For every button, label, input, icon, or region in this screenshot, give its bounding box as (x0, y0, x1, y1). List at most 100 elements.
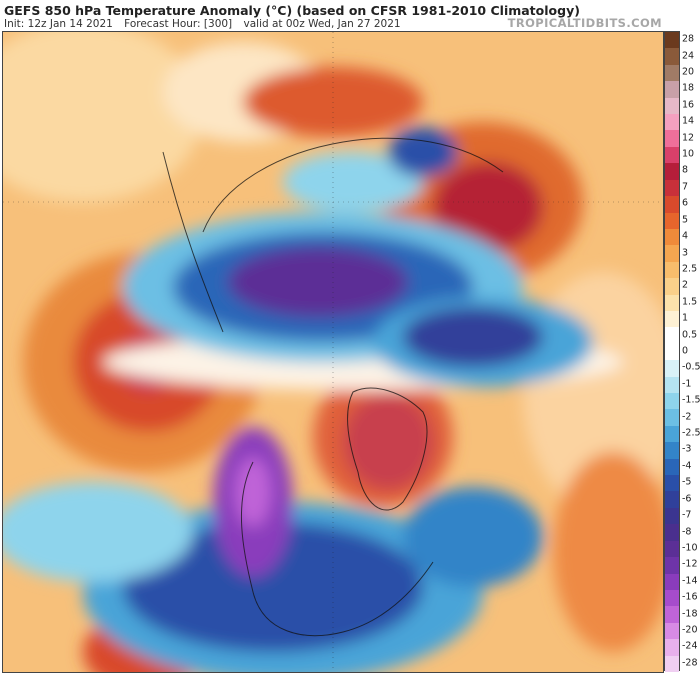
warm-anomaly-greenland (343, 394, 433, 490)
colorbar-segment (665, 294, 679, 312)
colorbar-segment (665, 442, 679, 460)
eurasia-arctic-coast (202, 137, 504, 233)
colorbar-label: -8 (682, 526, 692, 537)
forecast-hour: Forecast Hour: [300] (124, 18, 233, 30)
colorbar-label: 1 (682, 312, 689, 324)
colorbar-segment (665, 327, 679, 345)
init-time: Init: 12z Jan 14 2021 (4, 18, 113, 30)
colorbar-label: -18 (682, 608, 698, 620)
colorbar-label: 4 (682, 230, 689, 242)
map-header: GEFS 850 hPa Temperature Anomaly (°C) (b… (0, 0, 700, 32)
warm-anomaly-atlantic (553, 452, 663, 652)
colorbar-label: 1.5 (682, 296, 698, 308)
colorbar-segment (665, 114, 679, 131)
colorbar-segment (665, 409, 679, 427)
colorbar-segment (665, 475, 679, 492)
colorbar-label: -1.5 (682, 394, 700, 406)
colorbar-label: 10 (682, 148, 695, 160)
asia-pacific-coast (162, 151, 224, 333)
colorbar-segment (665, 573, 679, 591)
colorbar-label: -7 (682, 509, 692, 521)
colorbar-segment (665, 540, 679, 558)
colorbar-segment (665, 639, 679, 657)
colorbar-segment (665, 245, 679, 263)
light-warm-nw (3, 32, 203, 202)
colorbar-segment (665, 606, 679, 624)
colorbar-label: 12 (682, 132, 695, 144)
colorbar-label: -2.5 (682, 427, 700, 439)
colorbar-label: 3 (682, 247, 689, 259)
colorbar-label: -4 (682, 460, 692, 472)
colorbar-segment (665, 212, 679, 230)
colorbar-segment (665, 507, 679, 525)
greenland-outline (347, 387, 428, 511)
colorbar-label: -6 (682, 493, 692, 505)
colorbar-label: -3 (682, 443, 692, 455)
colorbar-segment (665, 655, 679, 673)
colorbar-segment (665, 48, 679, 66)
colorbar-label: -12 (682, 558, 698, 570)
colorbar-label: 14 (682, 115, 695, 127)
colorbar-label: 28 (682, 33, 695, 45)
colorbar-segment (665, 278, 679, 296)
cold-anomaly-western-core (235, 457, 271, 527)
colorbar-label: 5 (682, 214, 689, 226)
colorbar-label: 8 (682, 164, 689, 176)
colorbar-segment (665, 393, 679, 410)
colorbar (664, 31, 680, 673)
map-title: GEFS 850 hPa Temperature Anomaly (°C) (b… (4, 3, 580, 18)
cold-anomaly-labrador (403, 487, 543, 587)
colorbar-label: -1 (682, 378, 692, 390)
map-subtitle: Init: 12z Jan 14 2021 Forecast Hour: [30… (4, 18, 409, 30)
colorbar-segment (665, 228, 679, 246)
colorbar-segment (665, 130, 679, 148)
colorbar-segment (665, 97, 679, 115)
colorbar-segment (665, 458, 679, 476)
cold-anomaly-arctic-core (228, 247, 408, 317)
colorbar-label: -24 (682, 640, 698, 652)
cold-anomaly-east-pacific (3, 482, 193, 582)
colorbar-segment (665, 360, 679, 378)
colorbar-label: 18 (682, 82, 695, 94)
graticule (3, 32, 663, 672)
colorbar-label: -10 (682, 542, 698, 554)
brand-watermark: TROPICALTIDBITS.COM (507, 16, 662, 30)
colorbar-segment (665, 146, 679, 164)
colorbar-label: -5 (682, 476, 692, 488)
colorbar-segment (665, 425, 679, 443)
colorbar-segment (665, 64, 679, 82)
colorbar-segment (665, 376, 679, 394)
colorbar-segment (665, 81, 679, 99)
colorbar-segment (665, 622, 679, 640)
anomaly-map-canvas (3, 32, 663, 672)
valid-time: valid at 00z Wed, Jan 27 2021 (243, 18, 401, 30)
north-america-coast (240, 461, 434, 637)
colorbar-label: -16 (682, 591, 698, 603)
colorbar-segment (665, 557, 679, 575)
colorbar-label: 7 (682, 181, 689, 193)
colorbar-label: -0.5 (682, 361, 700, 373)
colorbar-label: 2.5 (682, 263, 698, 275)
colorbar-label: 0 (682, 345, 689, 357)
colorbar-label: 6 (682, 197, 689, 209)
cold-anomaly-laptev (388, 127, 458, 177)
colorbar-label: -28 (682, 657, 698, 669)
colorbar-segment (665, 310, 679, 328)
colorbar-label: -20 (682, 624, 698, 636)
warm-anomaly-east-asia (433, 162, 543, 252)
cold-anomaly-beaufort (283, 152, 423, 212)
anomaly-map (2, 31, 664, 673)
colorbar-segment (665, 343, 679, 361)
colorbar-label: 24 (682, 50, 695, 62)
colorbar-segment (665, 32, 679, 49)
colorbar-label: 2 (682, 279, 689, 291)
colorbar-segment (665, 261, 679, 279)
colorbar-label: 0.5 (682, 329, 698, 341)
colorbar-segment (665, 163, 679, 181)
cold-anomaly-north-america (123, 522, 423, 652)
colorbar-segment (665, 589, 679, 607)
colorbar-segment (665, 524, 679, 542)
colorbar-segment (665, 491, 679, 509)
colorbar-segment (665, 179, 679, 197)
colorbar-label: 20 (682, 66, 695, 78)
